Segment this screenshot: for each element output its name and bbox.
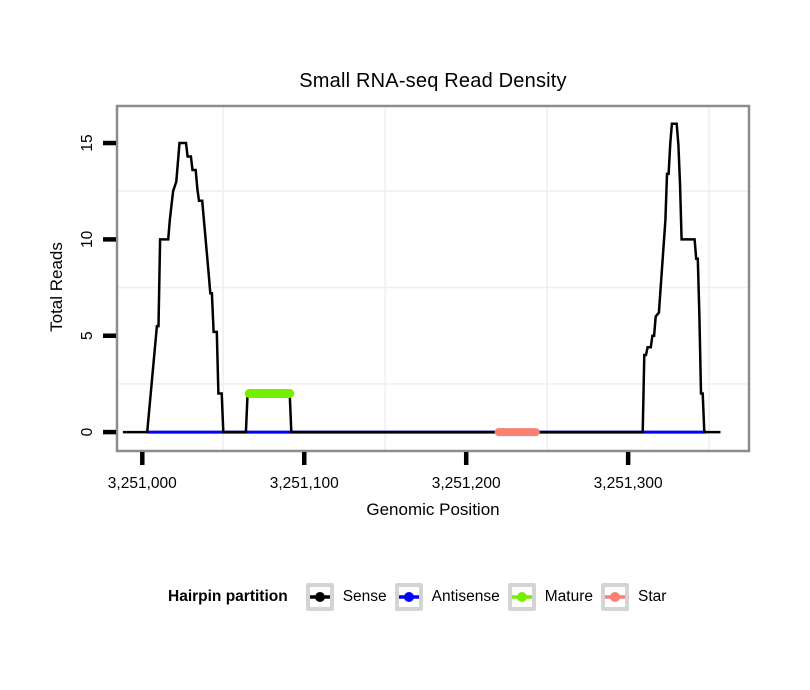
- x-axis-tick-label: 3,251,300: [594, 475, 663, 492]
- legend-item-antisense: Antisense: [394, 583, 500, 611]
- x-axis-tick-label: 3,251,000: [108, 475, 177, 492]
- y-axis-tick: [103, 140, 116, 146]
- legend-item-label: Mature: [544, 588, 593, 605]
- plot-area: 3,251,000 3,251,100 3,251,200 3,251,300 0 5 10…: [79, 104, 751, 492]
- legend-item-mature: Mature: [507, 583, 593, 611]
- x-axis-tick-label: 3,251,100: [270, 475, 339, 492]
- y-axis-tick-label: 10: [79, 230, 96, 248]
- y-axis-tick: [103, 429, 116, 435]
- series-sense-line: [122, 122, 721, 434]
- x-axis-tick-label: 3,251,200: [432, 475, 501, 492]
- legend-item-label: Antisense: [431, 588, 500, 605]
- legend-item-sense: Sense: [305, 583, 387, 611]
- antisense-line-key-icon: [394, 583, 423, 611]
- chart-title: Small RNA-seq Read Density: [299, 70, 567, 92]
- legend-item-label: Star: [637, 588, 667, 605]
- y-axis-tick: [103, 237, 116, 242]
- x-axis-tick: [463, 452, 469, 465]
- y-axis-tick-label: 0: [79, 427, 96, 436]
- sense-line-key-icon: [305, 583, 334, 611]
- legend-title: Hairpin partition: [168, 588, 288, 605]
- y-axis-title: Total Reads: [47, 242, 66, 332]
- x-axis-title: Genomic Position: [366, 500, 500, 519]
- legend: Hairpin partition Sense Antisense Mature…: [168, 583, 674, 611]
- x-axis-tick: [625, 452, 631, 465]
- x-axis-tick: [301, 452, 307, 465]
- legend-item-label: Sense: [342, 588, 387, 605]
- mature-line-key-icon: [507, 583, 536, 611]
- y-axis-tick: [103, 333, 116, 338]
- y-axis-tick-label: 5: [79, 331, 96, 340]
- y-axis-tick-label: 15: [79, 134, 96, 151]
- legend-item-star: Star: [600, 583, 667, 611]
- star-line-key-icon: [600, 583, 629, 611]
- x-axis-tick: [140, 452, 145, 465]
- panel-border: [115, 104, 751, 453]
